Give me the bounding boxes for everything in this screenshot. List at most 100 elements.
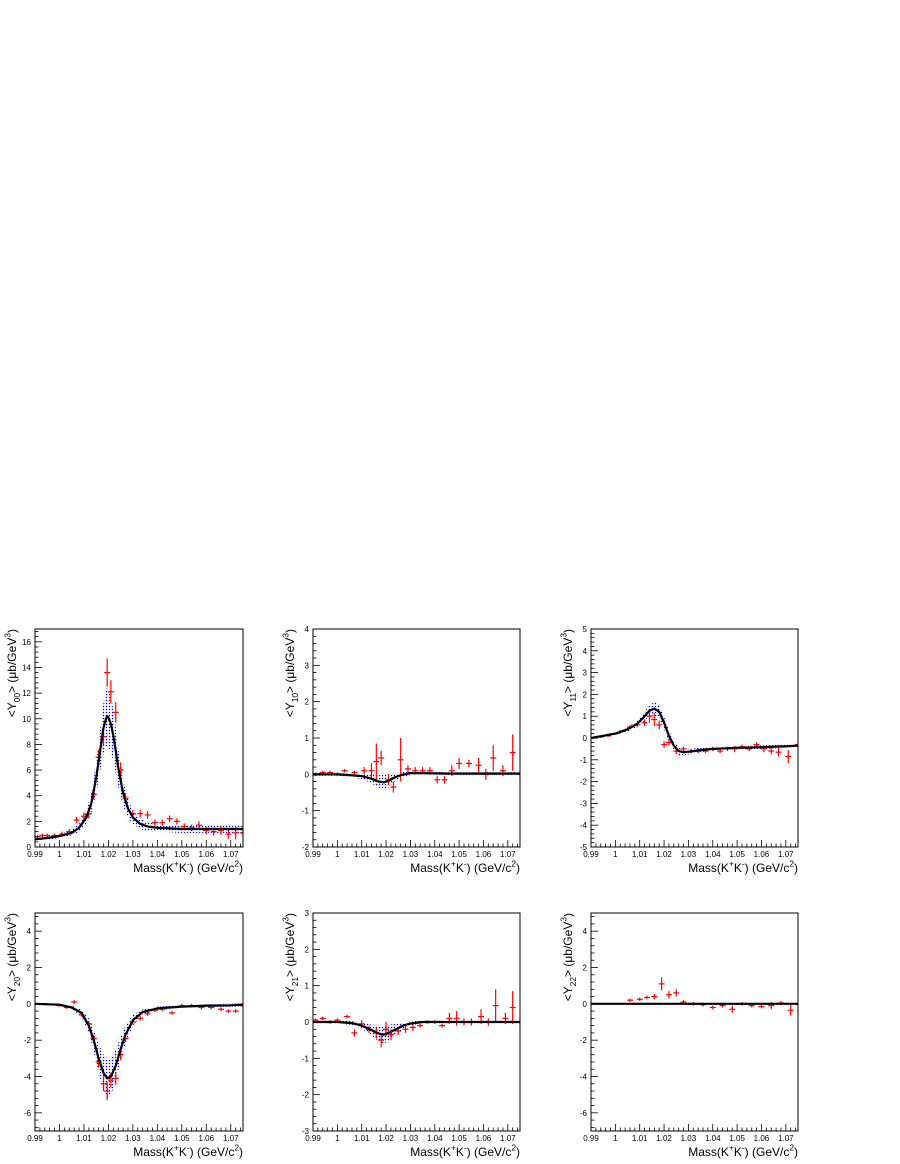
- x-tick-label: 1: [613, 850, 618, 859]
- x-axis-title: Mass(K+K-) (GeV/c2): [133, 1143, 243, 1159]
- fit-curve: [591, 707, 798, 754]
- y-tick-label: 1: [305, 734, 310, 743]
- y-tick-label: 0: [27, 843, 32, 852]
- y-tick-label: 8: [27, 740, 32, 749]
- fit-uncertainty-band: [313, 1020, 520, 1044]
- plot-area: [313, 989, 520, 1048]
- y-tick-label: -6: [580, 1109, 588, 1118]
- x-tick-label: 1.01: [76, 850, 92, 859]
- plot-frame: [590, 912, 799, 1132]
- x-tick-label: 0.99: [27, 1134, 43, 1143]
- y-tick-label: 4: [27, 792, 32, 801]
- y-tick-label: 3: [305, 661, 310, 670]
- y-tick-label: -2: [580, 1036, 588, 1045]
- y-tick-label: 12: [22, 689, 31, 698]
- x-tick-label: 1.04: [427, 1134, 443, 1143]
- plot-area: [591, 977, 798, 1016]
- y-tick-label: -1: [302, 807, 310, 816]
- x-axis-title: Mass(K+K-) (GeV/c2): [410, 859, 520, 875]
- x-tick-label: 1: [335, 1134, 340, 1143]
- y-axis-title: <Y10> (μb/GeV3): [281, 629, 301, 717]
- y-axis-title: <Y00> (μb/GeV3): [3, 629, 23, 717]
- y-tick-label: 3: [583, 669, 588, 678]
- y-tick-label: -5: [580, 843, 588, 852]
- x-axis-title: Mass(K+K-) (GeV/c2): [688, 859, 798, 875]
- x-tick-label: 0.99: [305, 1134, 321, 1143]
- x-tick-label: 1.07: [778, 1134, 794, 1143]
- x-tick-label: 0.99: [583, 850, 599, 859]
- y-tick-label: -4: [580, 821, 588, 830]
- x-axis-title: Mass(K+K-) (GeV/c2): [688, 1143, 798, 1159]
- y-tick-label: 10: [22, 715, 31, 724]
- chart-panel-5: 0.99 1 1.01 1.02 1.03 1.04 1.05 1.06 1.07 -6 -4 -2 0…: [559, 912, 799, 1159]
- x-tick-label: 1.02: [101, 850, 117, 859]
- y-tick-label: 14: [22, 663, 31, 672]
- y-tick-label: -4: [580, 1073, 588, 1082]
- fit-uncertainty-band: [35, 686, 243, 842]
- y-tick-label: 0: [305, 1018, 310, 1027]
- y-tick-label: 2: [27, 817, 32, 826]
- y-tick-label: 2: [583, 690, 588, 699]
- fit-curve: [35, 1002, 243, 1080]
- y-tick-label: 4: [27, 927, 32, 936]
- fit-curve: [313, 772, 520, 784]
- plot-frame: [312, 628, 521, 848]
- y-tick-label: 0: [583, 734, 588, 743]
- y-tick-label: -6: [24, 1109, 32, 1118]
- y-tick-label: -2: [302, 1091, 310, 1100]
- x-tick-label: 1.06: [199, 850, 215, 859]
- x-tick-label: 1.04: [150, 850, 166, 859]
- x-tick-label: 1.04: [427, 850, 443, 859]
- x-tick-label: 1.06: [754, 1134, 770, 1143]
- plot-frame: [34, 912, 244, 1132]
- plot-area: [313, 734, 520, 793]
- y-tick-label: 4: [305, 625, 310, 634]
- x-tick-label: 1.03: [681, 850, 697, 859]
- plot-area: [35, 1000, 243, 1101]
- y-tick-label: 2: [305, 698, 310, 707]
- fit-curve: [35, 715, 243, 841]
- x-tick-label: 1: [613, 1134, 618, 1143]
- y-tick-label: -1: [302, 1054, 310, 1063]
- x-tick-label: 1.03: [403, 1134, 419, 1143]
- x-tick-label: 1.03: [125, 850, 141, 859]
- x-tick-label: 1.01: [354, 1134, 370, 1143]
- panels-container: 0.99 1 1.01 1.02 1.03 1.04 1.05 1.06 1.070246810…: [3, 625, 799, 1159]
- y-tick-label: 16: [22, 638, 31, 647]
- plot-frame: [34, 628, 244, 848]
- x-tick-label: 1.01: [632, 1134, 648, 1143]
- fit-curve: [313, 1020, 520, 1036]
- x-tick-label: 1.05: [451, 850, 467, 859]
- x-tick-label: 0.99: [305, 850, 321, 859]
- x-tick-label: 1.06: [199, 1134, 215, 1143]
- x-tick-label: 1.07: [778, 850, 794, 859]
- chart-panel-2: 0.99 1 1.01 1.02 1.03 1.04 1.05 1.06 1.07 -5 -4 -3 -…: [559, 625, 799, 875]
- y-tick-label: -1: [580, 756, 588, 765]
- y-axis-title: <Y21> (μb/GeV3): [281, 913, 301, 1001]
- x-tick-label: 1.04: [705, 850, 721, 859]
- y-tick-label: 0: [305, 770, 310, 779]
- x-tick-label: 1.02: [656, 1134, 672, 1143]
- y-tick-label: 2: [27, 964, 32, 973]
- x-tick-label: 1.02: [378, 850, 394, 859]
- x-tick-label: 1.05: [451, 1134, 467, 1143]
- y-axis-title: <Y11> (μb/GeV3): [559, 629, 579, 717]
- y-tick-label: -3: [302, 1127, 310, 1136]
- x-tick-label: 1.03: [681, 1134, 697, 1143]
- y-tick-label: 6: [27, 766, 32, 775]
- x-tick-label: 1.07: [223, 850, 239, 859]
- chart-panel-1: 0.99 1 1.01 1.02 1.03 1.04 1.05 1.06 1.07 -2 -1 0 1 2…: [281, 625, 521, 875]
- y-tick-label: 1: [305, 982, 310, 991]
- x-tick-label: 1: [57, 1134, 62, 1143]
- y-tick-label: -3: [580, 799, 588, 808]
- x-axis-title: Mass(K+K-) (GeV/c2): [410, 1143, 520, 1159]
- x-tick-label: 1.05: [729, 850, 745, 859]
- x-tick-label: 1: [57, 850, 62, 859]
- chart-panel-3: 0.99 1 1.01 1.02 1.03 1.04 1.05 1.06 1.07 -6 -4 -2 0…: [3, 912, 244, 1159]
- x-tick-label: 1.04: [150, 1134, 166, 1143]
- x-axis-title: Mass(K+K-) (GeV/c2): [133, 859, 243, 875]
- x-tick-label: 1: [335, 850, 340, 859]
- x-tick-label: 0.99: [27, 850, 43, 859]
- y-tick-label: -4: [24, 1073, 32, 1082]
